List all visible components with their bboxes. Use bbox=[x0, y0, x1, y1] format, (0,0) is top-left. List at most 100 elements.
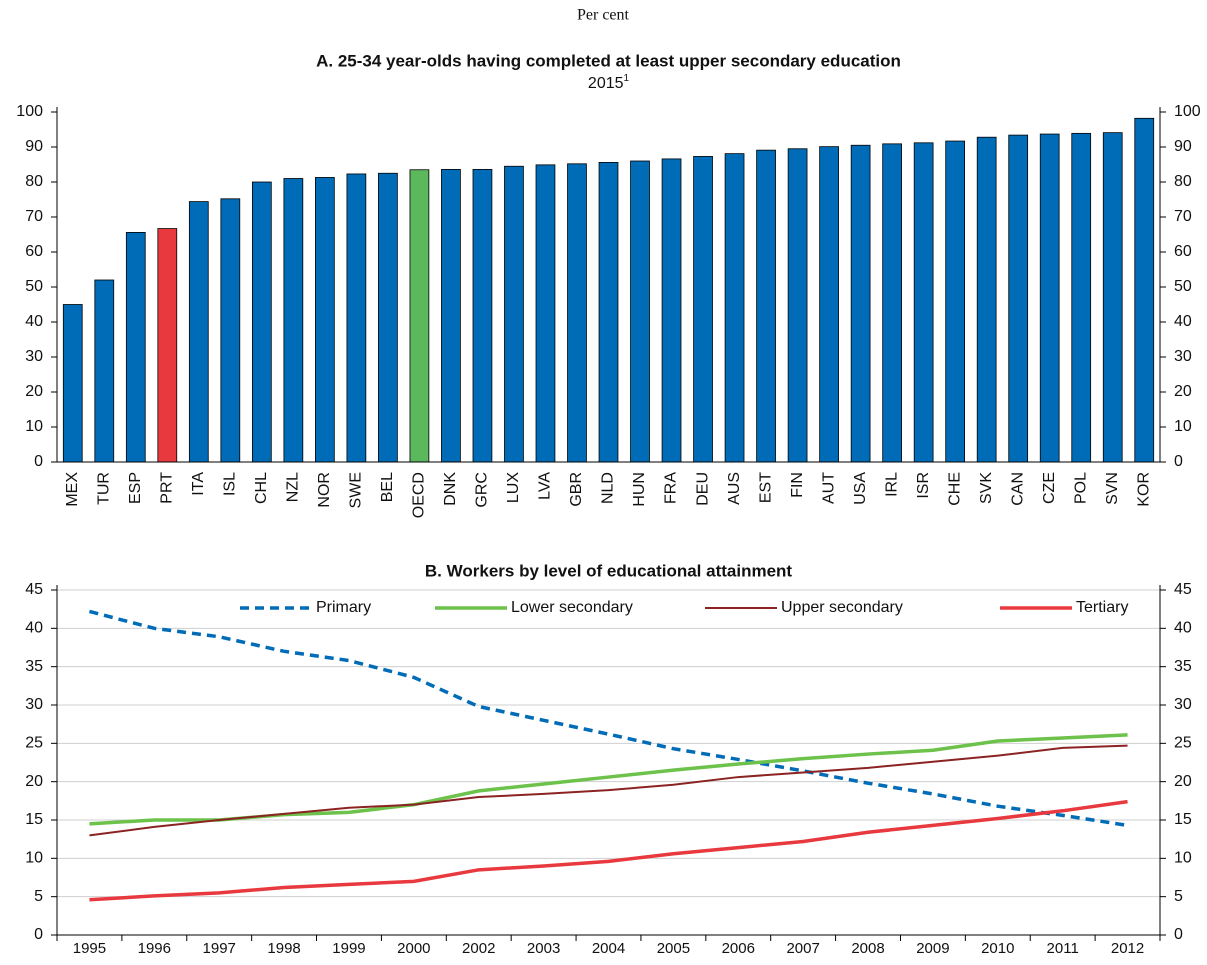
bar bbox=[441, 168, 461, 463]
series-line bbox=[89, 733, 1128, 826]
x-tick-label: 2003 bbox=[527, 940, 560, 957]
bar bbox=[472, 168, 493, 463]
bar bbox=[504, 165, 524, 463]
bar bbox=[346, 173, 367, 463]
x-tick-label: AUS bbox=[726, 472, 743, 505]
y2-tick-label: 35 bbox=[1174, 658, 1192, 675]
bar bbox=[315, 177, 335, 463]
x-tick-label: AUT bbox=[820, 472, 837, 504]
x-tick-label: NZL bbox=[285, 472, 302, 502]
y-tick-label: 45 bbox=[25, 581, 43, 598]
x-tick-label: PRT bbox=[159, 472, 176, 504]
y2-tick-label: 30 bbox=[1174, 696, 1192, 713]
x-tick-label: 1998 bbox=[267, 940, 300, 957]
bar bbox=[850, 144, 871, 463]
x-tick-label: NLD bbox=[600, 472, 617, 504]
y-tick-label: 15 bbox=[25, 811, 43, 828]
x-tick-label: 2006 bbox=[722, 940, 755, 957]
x-tick-label: BEL bbox=[379, 472, 396, 502]
legend-label: Primary bbox=[316, 599, 371, 616]
bar bbox=[630, 160, 650, 463]
x-tick-label: OECD bbox=[411, 472, 428, 518]
bar bbox=[62, 304, 83, 463]
x-tick-label: FIN bbox=[789, 472, 806, 498]
bar bbox=[409, 169, 430, 463]
bar bbox=[945, 140, 966, 463]
chart-title: B. Workers by level of educational attai… bbox=[425, 561, 793, 580]
x-tick-label: IRL bbox=[883, 472, 900, 497]
bar bbox=[661, 158, 682, 463]
y-tick-label: 40 bbox=[25, 313, 43, 330]
y-tick-label: 40 bbox=[25, 620, 43, 637]
bar bbox=[1039, 133, 1060, 463]
bar bbox=[567, 163, 587, 463]
y-tick-label: 70 bbox=[25, 208, 43, 225]
x-tick-label: ISL bbox=[222, 472, 239, 496]
x-tick-label: LVA bbox=[537, 472, 554, 500]
x-tick-label: HUN bbox=[631, 472, 648, 507]
y-tick-label: 90 bbox=[25, 138, 43, 155]
x-tick-label: CZE bbox=[1041, 472, 1058, 504]
y-tick-label: 80 bbox=[25, 173, 43, 190]
y2-tick-label: 0 bbox=[1174, 453, 1183, 470]
x-tick-label: TUR bbox=[95, 472, 112, 505]
chart-title: A. 25-34 year-olds having completed at l… bbox=[316, 51, 901, 70]
y2-tick-label: 45 bbox=[1174, 581, 1192, 598]
y-tick-label: 30 bbox=[25, 696, 43, 713]
y2-tick-label: 20 bbox=[1174, 773, 1192, 790]
x-tick-label: DEU bbox=[694, 472, 711, 506]
legend-label: Lower secondary bbox=[511, 599, 633, 616]
x-tick-label: CAN bbox=[1009, 472, 1026, 506]
y-tick-label: 0 bbox=[34, 453, 43, 470]
bar bbox=[693, 156, 713, 463]
y-tick-label: 0 bbox=[34, 926, 43, 943]
x-tick-label: DNK bbox=[442, 472, 459, 506]
y-tick-label: 25 bbox=[25, 735, 43, 752]
y-tick-label: 10 bbox=[25, 850, 43, 867]
x-tick-label: FRA bbox=[663, 472, 680, 504]
series-line bbox=[89, 799, 1128, 902]
x-tick-label: SVK bbox=[978, 472, 995, 504]
x-tick-label: 2004 bbox=[592, 940, 625, 957]
y2-tick-label: 40 bbox=[1174, 313, 1192, 330]
y2-tick-label: 100 bbox=[1174, 103, 1201, 120]
x-tick-label: ITA bbox=[190, 472, 207, 496]
y2-tick-label: 15 bbox=[1174, 811, 1192, 828]
x-tick-label: 1995 bbox=[73, 940, 106, 957]
x-tick-label: POL bbox=[1072, 472, 1089, 504]
y-tick-label: 20 bbox=[25, 383, 43, 400]
legend-label: Tertiary bbox=[1076, 599, 1128, 616]
bar bbox=[251, 181, 272, 463]
y2-tick-label: 25 bbox=[1174, 735, 1192, 752]
y-tick-label: 5 bbox=[34, 888, 43, 905]
y2-tick-label: 10 bbox=[1174, 850, 1192, 867]
x-tick-label: 1996 bbox=[138, 940, 171, 957]
x-tick-label: 2011 bbox=[1047, 940, 1079, 957]
x-tick-label: 2005 bbox=[657, 940, 690, 957]
x-tick-label: GRC bbox=[474, 472, 491, 508]
x-tick-label: ESP bbox=[127, 472, 144, 504]
y2-tick-label: 60 bbox=[1174, 243, 1192, 260]
x-tick-label: 2012 bbox=[1111, 940, 1144, 957]
bar bbox=[1134, 117, 1155, 463]
bar bbox=[378, 172, 398, 463]
x-tick-label: MEX bbox=[64, 472, 81, 507]
bar bbox=[157, 228, 178, 463]
y-tick-label: 60 bbox=[25, 243, 43, 260]
bar bbox=[976, 136, 997, 463]
bar bbox=[188, 201, 209, 463]
x-tick-label: 1999 bbox=[332, 940, 365, 957]
y2-tick-label: 20 bbox=[1174, 383, 1192, 400]
y2-tick-label: 50 bbox=[1174, 278, 1192, 295]
y2-tick-label: 70 bbox=[1174, 208, 1192, 225]
y2-tick-label: 30 bbox=[1174, 348, 1192, 365]
x-tick-label: GBR bbox=[568, 472, 585, 507]
legend-label: Upper secondary bbox=[781, 599, 903, 616]
y2-tick-label: 10 bbox=[1174, 418, 1192, 435]
x-tick-label: SWE bbox=[348, 472, 365, 508]
y2-tick-label: 40 bbox=[1174, 620, 1192, 637]
bar bbox=[819, 146, 839, 463]
bar bbox=[220, 198, 241, 463]
x-tick-label: LUX bbox=[505, 472, 522, 503]
x-tick-label: CHE bbox=[946, 472, 963, 506]
